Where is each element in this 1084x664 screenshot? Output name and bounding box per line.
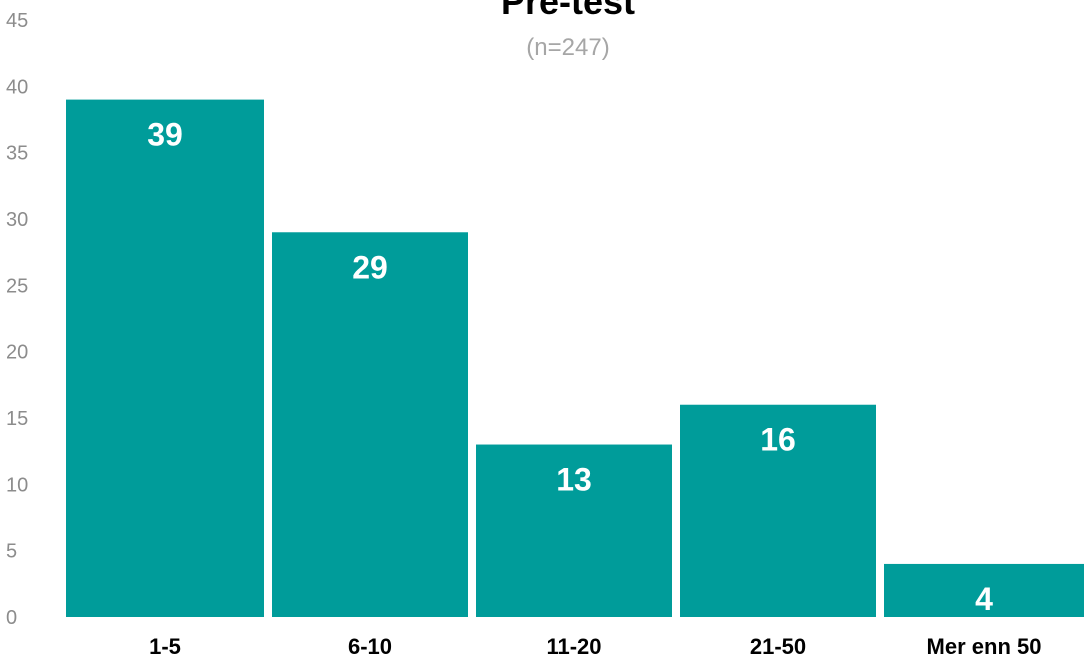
y-tick-label: 20 xyxy=(6,342,28,364)
bars-group xyxy=(66,99,1084,618)
y-tick-label: 35 xyxy=(6,143,28,165)
bar-mer-enn-50 xyxy=(884,563,1084,617)
y-tick-label: 40 xyxy=(6,76,28,98)
chart-title: Pre-test xyxy=(501,0,635,22)
x-tick-label: 11-20 xyxy=(546,634,601,659)
data-label: 29 xyxy=(352,249,388,285)
y-tick-label: 25 xyxy=(6,275,28,297)
chart-subtitle: (n=247) xyxy=(526,34,609,61)
data-label: 4 xyxy=(975,581,993,617)
x-tick-label: 6-10 xyxy=(348,634,392,659)
data-labels-group: 39 29 13 16 4 xyxy=(147,117,993,617)
y-tick-label: 30 xyxy=(6,209,28,231)
y-tick-label: 45 xyxy=(6,10,28,32)
y-tick-label: 5 xyxy=(6,541,17,563)
y-tick-label: 15 xyxy=(6,408,28,430)
bar-21-50 xyxy=(680,404,876,617)
x-tick-label: 1-5 xyxy=(149,634,181,659)
bar-11-20 xyxy=(476,444,672,617)
y-axis: 0 5 10 15 20 25 30 35 40 45 xyxy=(6,10,28,629)
x-tick-label: 21-50 xyxy=(750,634,806,659)
x-tick-label: Mer enn 50 xyxy=(927,634,1042,659)
bar-1-5 xyxy=(66,99,264,618)
data-label: 16 xyxy=(760,422,796,458)
data-label: 13 xyxy=(556,462,592,498)
y-tick-label: 0 xyxy=(6,607,17,629)
bar-6-10 xyxy=(272,232,468,617)
y-tick-label: 10 xyxy=(6,474,28,496)
data-label: 39 xyxy=(147,117,183,153)
x-axis: 1-5 6-10 11-20 21-50 Mer enn 50 xyxy=(149,634,1041,659)
